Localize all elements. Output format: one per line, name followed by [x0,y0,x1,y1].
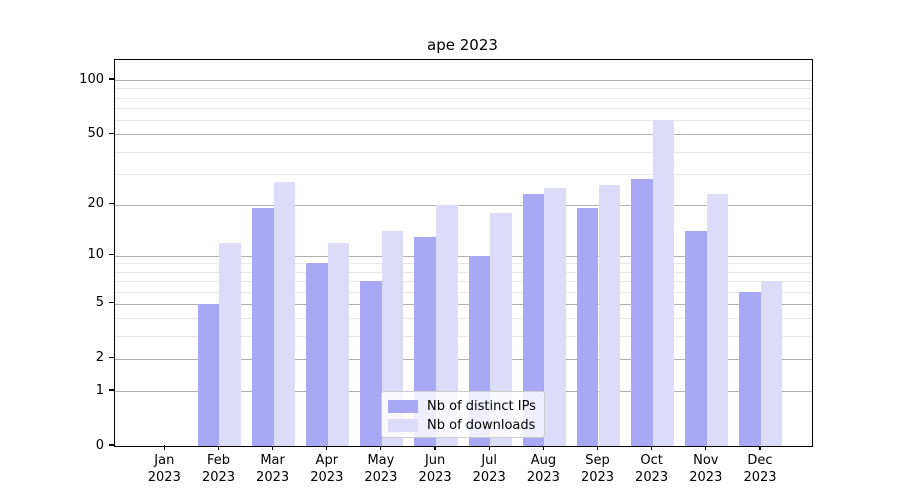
minor-gridline [115,108,812,109]
minor-gridline [115,291,812,293]
x-tick-label-jun: Jun 2023 [405,452,465,486]
y-tick-mark [109,132,114,134]
x-tick-mark [596,445,599,450]
x-tick-year: 2023 [364,470,398,485]
y-tick-mark [109,78,114,80]
bar-downloads-mar [273,181,296,446]
bar-distinct-ips-oct [631,179,653,446]
minor-gridline [115,173,812,175]
bar-distinct-ips-nov [685,231,707,446]
bar-distinct-ips-aug [522,194,545,446]
legend-label-downloads: Nb of downloads [427,417,536,433]
bar-distinct-ips-dec [739,291,761,446]
plot-area [114,59,813,447]
x-tick-label-sep: Sep 2023 [568,452,628,486]
chart-title: ape 2023 [427,36,498,54]
x-tick-label-jul: Jul 2023 [459,452,519,486]
x-tick-year: 2023 [310,470,344,485]
x-tick-label-mar: Mar 2023 [243,452,303,486]
x-tick-year: 2023 [201,470,236,485]
x-tick-label-dec: Dec 2023 [730,452,790,486]
x-tick-mark [759,445,761,450]
x-tick-mark [163,445,165,450]
y-tick-label: 50 [87,125,104,141]
bar-distinct-ips-apr [306,263,328,446]
bar-downloads-oct [652,120,675,446]
minor-gridline [115,318,812,320]
y-tick-label: 10 [87,247,104,263]
legend-swatch-downloads [388,418,418,432]
x-tick-mark [272,445,274,450]
y-tick-mark [109,302,114,304]
x-tick-year: 2023 [743,470,777,485]
x-tick-mark [380,445,382,450]
x-tick-mark [705,445,707,450]
minor-gridline [115,271,812,273]
x-tick-mark [326,445,328,450]
bar-distinct-ips-may [360,281,382,446]
x-tick-year: 2023 [147,470,181,485]
x-tick-mark [542,445,544,450]
y-tick-mark [109,357,114,359]
minor-gridline [115,263,812,265]
x-tick-label-oct: Oct 2023 [622,452,682,486]
y-tick-label: 0 [95,437,104,453]
bar-downloads-sep [598,184,621,446]
x-tick-year: 2023 [635,470,669,485]
x-tick-year: 2023 [418,470,452,485]
x-tick-label-aug: Aug 2023 [513,452,573,486]
legend-item-downloads: Nb of downloads [388,416,540,434]
x-tick-mark [488,445,490,450]
bar-downloads-nov [706,194,729,446]
x-tick-label-may: May 2023 [351,452,411,486]
x-tick-label-feb: Feb 2023 [189,452,249,486]
y-tick-mark [109,389,114,391]
major-gridline [115,358,812,360]
x-tick-year: 2023 [526,470,560,485]
x-tick-label-nov: Nov 2023 [676,452,736,486]
major-gridline [115,255,812,257]
x-tick-year: 2023 [689,470,723,485]
y-tick-label: 5 [95,295,104,311]
x-tick-mark [217,445,220,450]
bar-downloads-apr [327,242,350,446]
x-tick-year: 2023 [472,470,506,485]
x-tick-mark [651,445,653,450]
major-gridline [115,80,812,81]
y-tick-mark [109,203,114,205]
minor-gridline [115,336,812,338]
bar-distinct-ips-mar [252,208,274,446]
bar-downloads-feb [219,242,241,446]
major-gridline [115,134,812,136]
x-tick-year: 2023 [256,470,290,485]
minor-gridline [115,88,812,90]
legend: Nb of distinct IPs Nb of downloads [381,391,545,438]
legend-label-distinct-ips: Nb of distinct IPs [427,398,536,414]
y-tick-label: 2 [95,350,104,366]
legend-item-distinct-ips: Nb of distinct IPs [388,397,540,415]
minor-gridline [115,97,812,99]
minor-gridline [115,120,812,121]
legend-swatch-distinct-ips [388,399,418,413]
minor-gridline [115,281,812,283]
y-tick-label: 20 [87,196,104,212]
bar-distinct-ips-sep [576,208,599,446]
bar-downloads-jul [490,212,512,446]
y-tick-mark [109,444,114,446]
major-gridline [115,303,812,305]
bar-downloads-dec [760,281,783,446]
x-tick-label-jan: Jan 2023 [134,452,194,486]
major-gridline [115,204,812,206]
x-tick-label-apr: Apr 2023 [297,452,357,486]
x-tick-mark [434,445,436,450]
minor-gridline [115,151,812,153]
y-tick-label: 1 [95,382,104,398]
bar-downloads-jun [436,204,458,446]
y-tick-mark [109,254,114,256]
x-tick-year: 2023 [580,470,615,485]
bar-distinct-ips-feb [197,303,220,446]
y-tick-label: 100 [79,71,104,87]
bar-downloads-aug [544,187,566,446]
